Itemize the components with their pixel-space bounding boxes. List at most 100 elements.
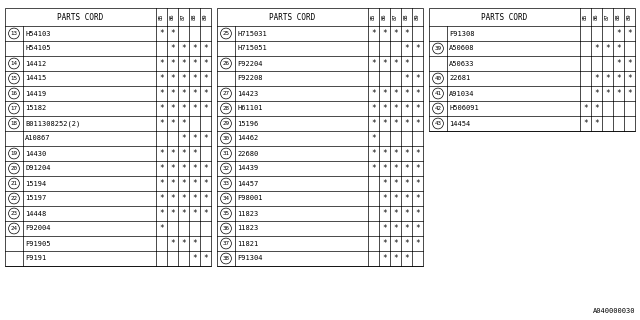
Text: *: * [181,149,186,158]
Text: *: * [181,194,186,203]
Text: 37: 37 [223,241,230,246]
Text: 43: 43 [435,121,442,126]
Text: *: * [181,134,186,143]
Text: 33: 33 [223,181,230,186]
Text: F91308: F91308 [449,30,474,36]
Text: *: * [181,209,186,218]
Text: *: * [393,179,398,188]
Text: 30: 30 [223,136,230,141]
Text: *: * [371,29,376,38]
Text: *: * [415,89,420,98]
Text: *: * [192,89,197,98]
Text: 41: 41 [435,91,442,96]
Text: *: * [203,164,208,173]
Text: 34: 34 [223,196,230,201]
Text: *: * [393,239,398,248]
Text: *: * [382,164,387,173]
Text: B011308252(2): B011308252(2) [25,120,80,127]
Text: 89: 89 [203,14,208,20]
Text: *: * [415,104,420,113]
Text: *: * [382,29,387,38]
Text: H715031: H715031 [237,30,267,36]
Text: *: * [627,29,632,38]
Text: *: * [192,104,197,113]
Text: *: * [594,104,599,113]
Text: *: * [192,134,197,143]
Text: *: * [393,149,398,158]
Text: 38: 38 [223,256,230,261]
Text: *: * [181,59,186,68]
Text: *: * [404,59,409,68]
Text: *: * [393,29,398,38]
Text: *: * [170,59,175,68]
Text: F91905: F91905 [25,241,51,246]
Text: *: * [203,44,208,53]
Text: *: * [404,254,409,263]
Text: *: * [181,164,186,173]
Text: 88: 88 [192,14,197,20]
Text: *: * [181,89,186,98]
Text: 18: 18 [10,121,17,126]
Text: 11821: 11821 [237,241,259,246]
Text: F98001: F98001 [237,196,262,202]
Text: *: * [382,59,387,68]
Text: *: * [404,119,409,128]
Text: 14: 14 [10,61,17,66]
Text: *: * [371,59,376,68]
Text: 86: 86 [382,14,387,20]
Text: H61101: H61101 [237,106,262,111]
Text: *: * [627,74,632,83]
Text: *: * [594,89,599,98]
Text: 35: 35 [223,211,230,216]
Text: *: * [393,119,398,128]
Text: *: * [415,164,420,173]
Text: 14415: 14415 [25,76,46,82]
Text: *: * [371,134,376,143]
Text: *: * [404,104,409,113]
Text: *: * [170,239,175,248]
Text: *: * [605,89,610,98]
Text: *: * [404,194,409,203]
Text: *: * [404,74,409,83]
Text: *: * [192,149,197,158]
Text: *: * [594,74,599,83]
Text: 31: 31 [223,151,230,156]
Text: 29: 29 [223,121,230,126]
Text: F9191: F9191 [25,255,46,261]
Text: *: * [415,119,420,128]
Text: *: * [393,104,398,113]
Text: *: * [382,194,387,203]
Text: 14430: 14430 [25,150,46,156]
Text: *: * [616,29,621,38]
Text: H54105: H54105 [25,45,51,52]
Text: *: * [605,44,610,53]
Text: *: * [192,254,197,263]
Text: *: * [159,224,164,233]
Bar [429,8,635,131]
Text: *: * [594,44,599,53]
Text: 87: 87 [181,14,186,20]
Text: *: * [159,89,164,98]
Text: *: * [404,164,409,173]
Text: 15: 15 [10,76,17,81]
Text: 42: 42 [435,106,442,111]
Text: *: * [415,149,420,158]
Text: A50633: A50633 [449,60,474,67]
Text: 87: 87 [605,14,610,20]
Text: *: * [415,239,420,248]
Text: *: * [192,194,197,203]
Text: 26: 26 [223,61,230,66]
Text: *: * [159,29,164,38]
Text: *: * [371,119,376,128]
Text: *: * [170,194,175,203]
Text: *: * [192,59,197,68]
Text: *: * [404,179,409,188]
Text: 22680: 22680 [237,150,259,156]
Text: *: * [203,209,208,218]
Text: *: * [192,239,197,248]
Text: *: * [393,59,398,68]
Text: *: * [371,104,376,113]
Text: 14457: 14457 [237,180,259,187]
Text: 14423: 14423 [237,91,259,97]
Text: *: * [583,104,588,113]
